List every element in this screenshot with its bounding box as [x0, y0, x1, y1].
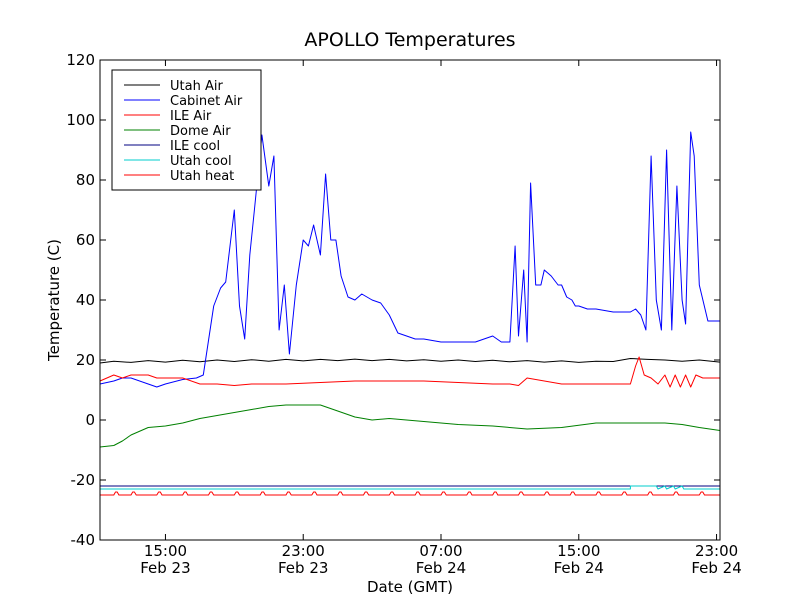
legend-label-ile-cool: ILE cool: [170, 139, 220, 154]
series-line-dome-air: [99, 404, 721, 448]
series-line-ile-air: [99, 356, 720, 388]
x-tick-time-label: 15:00: [557, 542, 600, 560]
x-tick-time-label: 23:00: [282, 542, 325, 560]
series-line-utah-heat: [100, 491, 720, 496]
y-tick-label: 100: [66, 111, 95, 129]
y-axis-ticks: 120 100 80 60 40 20 0 -20 -40: [66, 51, 720, 549]
legend-label-dome-air: Dome Air: [170, 124, 231, 139]
x-tick-date-label: Feb 24: [691, 559, 741, 577]
legend-label-utah-air: Utah Air: [170, 79, 223, 94]
series-line-cabinet-air: [99, 131, 720, 388]
x-tick-date-label: Feb 23: [278, 559, 328, 577]
y-tick-label: 60: [76, 231, 95, 249]
y-tick-label: 80: [76, 171, 95, 189]
series-line-utah-cool: [100, 485, 720, 490]
legend-label-ile-air: ILE Air: [170, 109, 212, 124]
y-tick-label: -40: [71, 531, 96, 549]
chart-title: APOLLO Temperatures: [304, 29, 515, 51]
y-tick-label: 40: [76, 291, 95, 309]
plot-area: [99, 131, 721, 496]
y-tick-label: -20: [71, 471, 96, 489]
legend-label-utah-heat: Utah heat: [170, 169, 234, 184]
y-tick-label: 120: [66, 51, 95, 69]
y-tick-label: 0: [85, 411, 95, 429]
legend-label-cabinet-air: Cabinet Air: [170, 94, 243, 109]
y-axis-label: Temperature (C): [45, 239, 63, 362]
axes-frame: [99, 59, 721, 541]
x-tick-date-label: Feb 23: [140, 559, 190, 577]
y-tick-label: 20: [76, 351, 95, 369]
x-tick-time-label: 23:00: [695, 542, 738, 560]
x-tick-date-label: Feb 24: [416, 559, 466, 577]
x-axis-label: Date (GMT): [367, 578, 453, 596]
series-line-utah-air: [99, 358, 721, 364]
x-tick-time-label: 15:00: [144, 542, 187, 560]
legend-label-utah-cool: Utah cool: [170, 154, 232, 169]
x-tick-date-label: Feb 24: [554, 559, 604, 577]
x-tick-time-label: 07:00: [419, 542, 462, 560]
